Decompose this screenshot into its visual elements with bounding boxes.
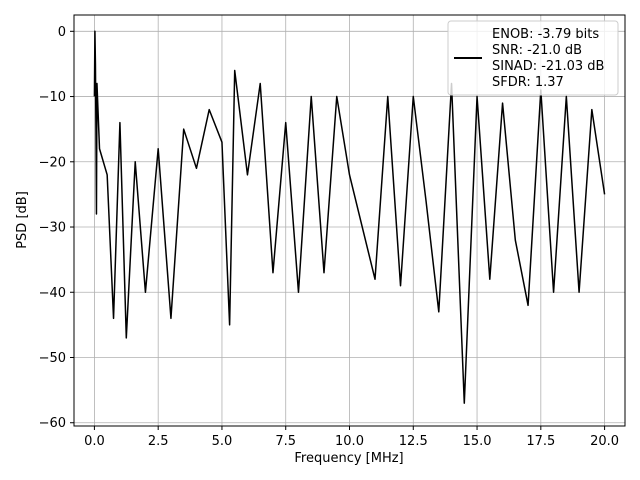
series-group [93,30,606,404]
grid [74,15,625,426]
legend-line-sinad: SINAD: -21.03 dB [492,59,604,74]
y-tick-label: −40 [39,286,66,301]
x-axis-label: Frequency [MHz] [294,451,403,466]
y-tick-label: −20 [39,155,66,170]
x-axis-ticks: 0.0 2.5 5.0 7.5 10.0 12.5 15.0 17.5 20.0 [84,426,619,449]
y-tick-label: −60 [39,416,66,431]
legend-line-enob: ENOB: -3.79 bits [492,27,599,42]
x-tick-label: 12.5 [399,434,428,449]
x-tick-label: 5.0 [212,434,233,449]
y-axis-label: PSD [dB] [15,191,30,249]
legend-line-sfdr: SFDR: 1.37 [492,75,564,90]
legend-line-snr: SNR: -21.0 dB [492,43,582,58]
y-tick-label: −10 [39,90,66,105]
y-tick-label: −30 [39,221,66,236]
x-tick-label: 7.5 [275,434,296,449]
y-tick-label: −50 [39,351,66,366]
x-tick-label: 10.0 [335,434,364,449]
x-tick-label: 17.5 [526,434,555,449]
y-axis-ticks: 0 −10 −20 −30 −40 −50 −60 [39,25,74,431]
x-tick-label: 0.0 [84,434,105,449]
legend-box [447,20,619,96]
x-tick-label: 20.0 [590,434,619,449]
x-tick-label: 15.0 [463,434,492,449]
x-tick-label: 2.5 [148,434,169,449]
y-tick-label: 0 [58,25,66,40]
psd-series-line [93,30,606,404]
legend: ENOB: -3.79 bits SNR: -21.0 dB SINAD: -2… [447,20,619,96]
